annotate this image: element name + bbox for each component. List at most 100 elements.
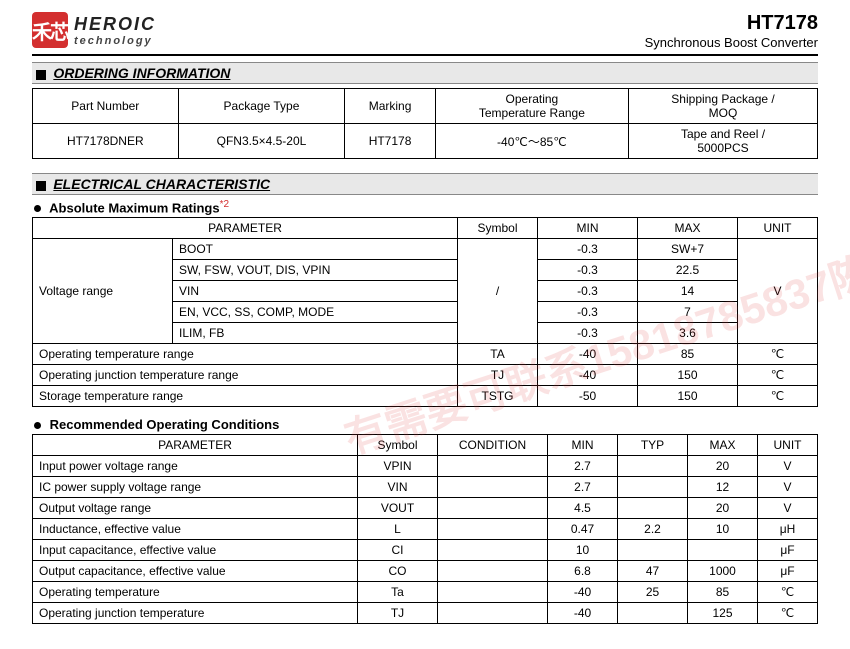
table-cell: 4.5 bbox=[548, 498, 618, 519]
table-cell: V bbox=[758, 456, 818, 477]
dot-bullet-icon bbox=[34, 205, 41, 212]
table-cell: μH bbox=[758, 519, 818, 540]
table-cell: 150 bbox=[638, 365, 738, 386]
table-cell bbox=[438, 519, 548, 540]
table-cell: V bbox=[738, 239, 818, 344]
table-cell: Operating junction temperature range bbox=[33, 365, 458, 386]
table-cell: CO bbox=[358, 561, 438, 582]
table-cell: 14 bbox=[638, 281, 738, 302]
table-header: Shipping Package /MOQ bbox=[629, 89, 818, 124]
square-bullet-icon bbox=[36, 181, 46, 191]
table-cell: -40 bbox=[548, 603, 618, 624]
table-cell bbox=[438, 477, 548, 498]
table-cell: Output capacitance, effective value bbox=[33, 561, 358, 582]
brand-logo-icon: 禾芯 bbox=[32, 12, 68, 48]
brand-name: HEROIC bbox=[74, 14, 156, 35]
table-header: TYP bbox=[618, 435, 688, 456]
table-cell bbox=[438, 456, 548, 477]
table-cell: TSTG bbox=[458, 386, 538, 407]
table-cell bbox=[618, 603, 688, 624]
table-cell: 7 bbox=[638, 302, 738, 323]
table-header: MIN bbox=[538, 218, 638, 239]
table-cell: Tape and Reel /5000PCS bbox=[629, 124, 818, 159]
table-cell: SW+7 bbox=[638, 239, 738, 260]
table-cell bbox=[618, 498, 688, 519]
table-header: MAX bbox=[638, 218, 738, 239]
absolute-ratings-header: Absolute Maximum Ratings*2 bbox=[34, 199, 818, 215]
table-cell: 85 bbox=[638, 344, 738, 365]
square-bullet-icon bbox=[36, 70, 46, 80]
table-cell: 22.5 bbox=[638, 260, 738, 281]
table-header: MAX bbox=[688, 435, 758, 456]
table-cell: 1000 bbox=[688, 561, 758, 582]
table-cell: -50 bbox=[538, 386, 638, 407]
section-electrical-header: ELECTRICAL CHARACTERISTIC bbox=[32, 173, 818, 195]
table-cell bbox=[618, 456, 688, 477]
table-cell: VPIN bbox=[358, 456, 438, 477]
table-cell: Output voltage range bbox=[33, 498, 358, 519]
table-cell: ℃ bbox=[738, 344, 818, 365]
table-cell: 150 bbox=[638, 386, 738, 407]
table-cell: Operating temperature range bbox=[33, 344, 458, 365]
absolute-ratings-sup: *2 bbox=[220, 199, 229, 210]
table-header: Part Number bbox=[33, 89, 179, 124]
table-cell: TA bbox=[458, 344, 538, 365]
table-cell: HT7178 bbox=[345, 124, 435, 159]
table-cell: VIN bbox=[358, 477, 438, 498]
table-cell: -40 bbox=[538, 344, 638, 365]
recommended-title: Recommended Operating Conditions bbox=[50, 417, 280, 432]
part-description: Synchronous Boost Converter bbox=[645, 35, 818, 50]
part-number: HT7178 bbox=[645, 12, 818, 35]
table-cell: μF bbox=[758, 540, 818, 561]
table-cell: 47 bbox=[618, 561, 688, 582]
table-cell: IC power supply voltage range bbox=[33, 477, 358, 498]
table-cell: 3.6 bbox=[638, 323, 738, 344]
table-cell: Ta bbox=[358, 582, 438, 603]
table-cell bbox=[618, 477, 688, 498]
table-cell bbox=[438, 540, 548, 561]
table-cell: μF bbox=[758, 561, 818, 582]
table-header: OperatingTemperature Range bbox=[435, 89, 628, 124]
table-cell bbox=[438, 582, 548, 603]
table-cell: V bbox=[758, 477, 818, 498]
table-cell bbox=[438, 498, 548, 519]
table-cell: CI bbox=[358, 540, 438, 561]
table-cell: 0.47 bbox=[548, 519, 618, 540]
table-cell: Input capacitance, effective value bbox=[33, 540, 358, 561]
table-cell: SW, FSW, VOUT, DIS, VPIN bbox=[173, 260, 458, 281]
table-cell: 2.2 bbox=[618, 519, 688, 540]
table-cell: HT7178DNER bbox=[33, 124, 179, 159]
table-cell: -0.3 bbox=[538, 260, 638, 281]
table-cell: VOUT bbox=[358, 498, 438, 519]
table-cell: -40℃～85℃ bbox=[435, 124, 628, 159]
table-cell: BOOT bbox=[173, 239, 458, 260]
table-cell: ℃ bbox=[738, 386, 818, 407]
table-cell bbox=[438, 603, 548, 624]
table-header: PARAMETER bbox=[33, 435, 358, 456]
table-cell: TJ bbox=[358, 603, 438, 624]
table-cell bbox=[438, 561, 548, 582]
table-cell: -0.3 bbox=[538, 281, 638, 302]
table-cell: 12 bbox=[688, 477, 758, 498]
table-cell: -0.3 bbox=[538, 302, 638, 323]
table-cell: / bbox=[458, 239, 538, 344]
page-content: 有需要可联系15818785837陈 禾芯 HEROIC technology … bbox=[32, 12, 818, 624]
table-cell: EN, VCC, SS, COMP, MODE bbox=[173, 302, 458, 323]
section-ordering-header: ORDERING INFORMATION bbox=[32, 62, 818, 84]
header-right: HT7178 Synchronous Boost Converter bbox=[645, 12, 818, 50]
table-cell: Operating temperature bbox=[33, 582, 358, 603]
table-cell: V bbox=[758, 498, 818, 519]
table-cell: 6.8 bbox=[548, 561, 618, 582]
table-cell: 20 bbox=[688, 498, 758, 519]
table-cell: Operating junction temperature bbox=[33, 603, 358, 624]
table-cell bbox=[618, 540, 688, 561]
table-cell: Inductance, effective value bbox=[33, 519, 358, 540]
table-header: UNIT bbox=[758, 435, 818, 456]
table-cell: 10 bbox=[548, 540, 618, 561]
table-cell: ℃ bbox=[758, 603, 818, 624]
table-cell: Storage temperature range bbox=[33, 386, 458, 407]
ordering-table: Part NumberPackage TypeMarkingOperatingT… bbox=[32, 88, 818, 159]
table-header: Symbol bbox=[358, 435, 438, 456]
table-cell: 2.7 bbox=[548, 477, 618, 498]
section-ordering-title: ORDERING INFORMATION bbox=[53, 65, 230, 81]
